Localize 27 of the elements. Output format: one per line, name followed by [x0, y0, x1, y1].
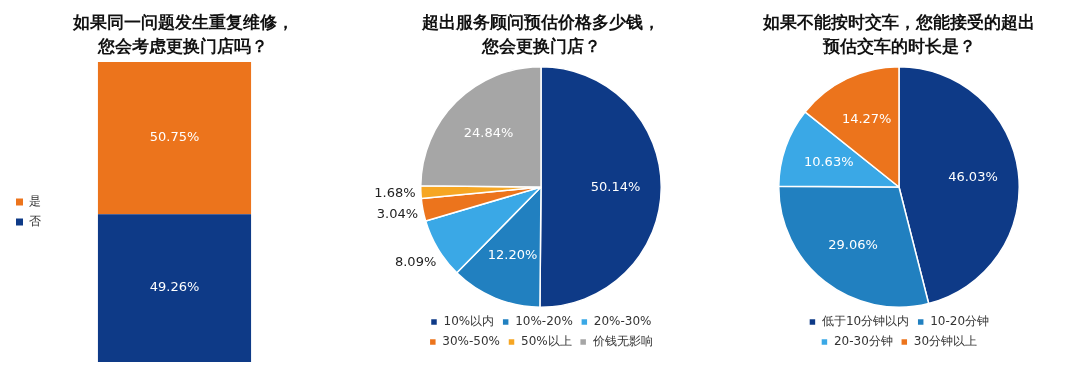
legend-label: 10-20分钟 [930, 314, 990, 329]
legend-label: 20-30分钟 [833, 334, 893, 349]
chart-title: 超出服务顾问预估价格多少钱，您会更换门店？ [421, 11, 661, 58]
data-label: 50.75% [149, 129, 200, 145]
legend-label: 20%-30% [593, 314, 652, 329]
data-label: 29.06% [828, 237, 878, 253]
legend-label: 低于10分钟以内 [821, 314, 910, 329]
data-label: 50.14% [590, 178, 641, 194]
legend-label: 价钱无影响 [591, 334, 653, 349]
legend-label: 是 [29, 194, 41, 209]
data-label: 14.27% [841, 111, 892, 127]
legend-label: 10%-20% [515, 314, 573, 329]
data-label: 46.03% [948, 169, 998, 185]
data-label: 1.68% [374, 184, 416, 200]
data-label: 49.26% [149, 279, 200, 295]
data-label: 10.63% [803, 153, 854, 169]
legend-label: 30分钟以上 [913, 334, 978, 349]
data-label: 24.84% [463, 125, 514, 141]
legend-label: 10%以内 [443, 314, 495, 329]
chart-title: 如果不能按时交车，您能接受的超出预估交车的时长是？ [762, 11, 1036, 58]
data-label: 12.20% [487, 247, 538, 263]
data-label: 8.09% [394, 253, 437, 269]
legend-label: 50%以上 [521, 334, 572, 349]
legend-label: 30%-50% [442, 334, 501, 349]
data-label: 3.04% [376, 206, 419, 222]
chart-title: 如果同一问题发生重复维修，您会考虑更换门店吗？ [71, 11, 295, 58]
legend-label: 否 [29, 214, 41, 229]
